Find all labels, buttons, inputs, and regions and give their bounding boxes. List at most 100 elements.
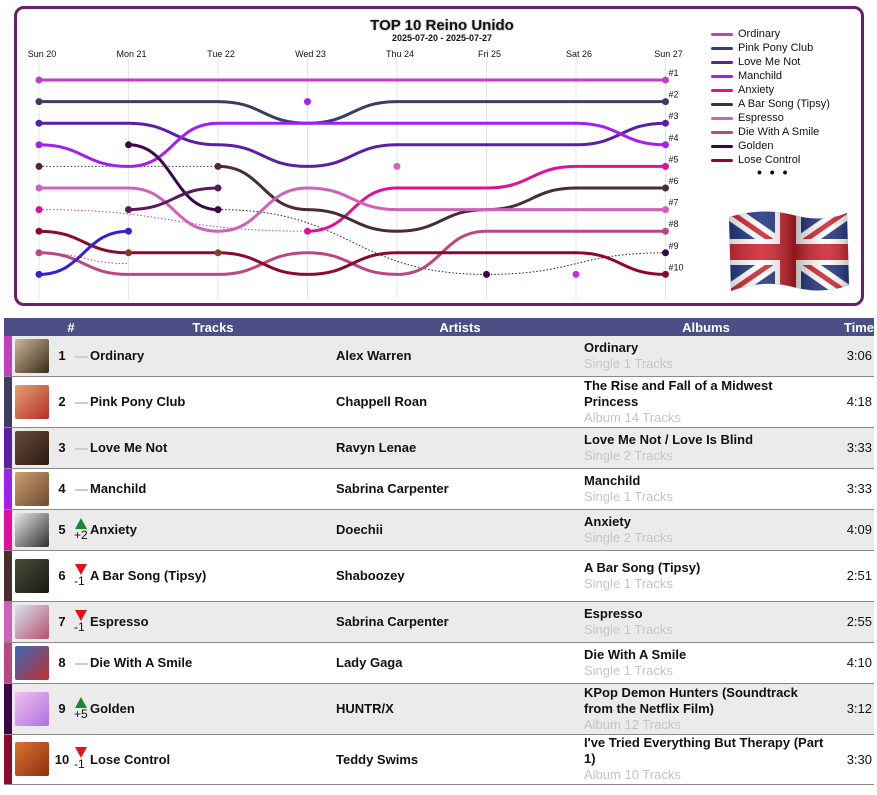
- artist-name[interactable]: Ravyn Lenae: [336, 427, 584, 469]
- rank-tick-label: #3: [669, 111, 679, 121]
- artist-name[interactable]: Sabrina Carpenter: [336, 601, 584, 643]
- album-name[interactable]: Love Me Not / Love Is Blind: [584, 431, 754, 447]
- track-name[interactable]: Anxiety: [90, 509, 336, 551]
- series-line: [127, 186, 220, 212]
- rank-position: 1: [52, 336, 72, 377]
- header-position[interactable]: #: [52, 318, 90, 336]
- series-endpoint: [35, 206, 43, 214]
- album-cover[interactable]: [15, 430, 49, 465]
- track-name[interactable]: Pink Pony Club: [90, 376, 336, 428]
- album-name[interactable]: Manchild: [584, 472, 641, 488]
- album-cover[interactable]: [15, 512, 49, 547]
- track-name[interactable]: A Bar Song (Tipsy): [90, 550, 336, 602]
- rank-change: -1: [74, 619, 85, 634]
- legend-item[interactable]: Love Me Not: [711, 55, 851, 69]
- artist-name[interactable]: Chappell Roan: [336, 376, 584, 428]
- album-name[interactable]: A Bar Song (Tipsy): [584, 559, 701, 575]
- album-cell: Die With A Smile Single 1 Tracks: [584, 642, 828, 684]
- legend-item[interactable]: Ordinary: [711, 27, 851, 41]
- table-row[interactable]: 1 Ordinary Alex Warren Ordinary Single 1 Tra…: [4, 336, 874, 377]
- legend-more[interactable]: • • •: [757, 164, 790, 180]
- album-cover[interactable]: [15, 604, 49, 639]
- album-cell: I've Tried Everything But Therapy (Part …: [584, 734, 828, 785]
- legend-item[interactable]: Golden: [711, 139, 851, 153]
- album-name[interactable]: Die With A Smile: [584, 646, 687, 662]
- album-name[interactable]: Anxiety: [584, 513, 631, 529]
- album-cover[interactable]: [15, 338, 49, 373]
- table-row[interactable]: 4 Manchild Sabrina Carpenter Manchild Single…: [4, 468, 874, 510]
- table-row[interactable]: 6 -1 A Bar Song (Tipsy) Shaboozey A Bar Song…: [4, 550, 874, 602]
- album-cover[interactable]: [15, 742, 49, 776]
- track-name[interactable]: Golden: [90, 683, 336, 735]
- legend-item[interactable]: Pink Pony Club: [711, 41, 851, 55]
- album-cover[interactable]: [15, 691, 49, 726]
- legend-item[interactable]: Anxiety: [711, 83, 851, 97]
- legend-item[interactable]: Manchild: [711, 69, 851, 83]
- no-change-icon: [74, 488, 88, 491]
- legend-swatch: [711, 102, 733, 106]
- album-name[interactable]: The Rise and Fall of a Midwest Princess: [584, 377, 773, 409]
- table-row[interactable]: 9 +5 Golden HUNTR/X KPop Demon Hunters (Soun…: [4, 683, 874, 735]
- rank-change: +2: [74, 527, 88, 542]
- album-name[interactable]: Ordinary: [584, 339, 639, 355]
- header-time[interactable]: Time: [828, 318, 874, 336]
- rank-tick-label: #7: [669, 198, 679, 208]
- table-row[interactable]: 7 -1 Espresso Sabrina Carpenter Espresso Sing…: [4, 601, 874, 643]
- isolated-point: [214, 249, 222, 257]
- track-name[interactable]: Manchild: [90, 468, 336, 510]
- chart-legend: Ordinary Pink Pony Club Love Me Not Manchil…: [711, 27, 851, 180]
- series-endpoint: [662, 141, 669, 149]
- legend-item[interactable]: A Bar Song (Tipsy): [711, 97, 851, 111]
- album-cover[interactable]: [15, 384, 49, 419]
- rank-movement: [72, 427, 90, 469]
- track-duration: 3:12: [828, 683, 874, 735]
- album-meta: Single 1 Tracks: [584, 662, 673, 678]
- album-cell: Ordinary Single 1 Tracks: [584, 336, 828, 377]
- table-row[interactable]: 2 Pink Pony Club Chappell Roan The Rise and…: [4, 376, 874, 428]
- album-cover[interactable]: [15, 645, 49, 680]
- table-row[interactable]: 10 -1 Lose Control Teddy Swims I've Tried Ev…: [4, 734, 874, 785]
- album-meta: Single 1 Tracks: [584, 355, 673, 371]
- legend-item[interactable]: Espresso: [711, 111, 851, 125]
- track-name[interactable]: Espresso: [90, 601, 336, 643]
- legend-label: Golden: [738, 140, 774, 152]
- header-tracks[interactable]: Tracks: [90, 318, 336, 336]
- no-change-icon: [74, 401, 88, 404]
- track-duration: 4:09: [828, 509, 874, 551]
- table-row[interactable]: 3 Love Me Not Ravyn Lenae Love Me Not / Lov…: [4, 427, 874, 469]
- row-color-bar: [4, 550, 12, 602]
- artist-name[interactable]: Shaboozey: [336, 550, 584, 602]
- rank-tick-label: #6: [669, 176, 679, 186]
- header-albums[interactable]: Albums: [584, 318, 828, 336]
- artist-name[interactable]: Alex Warren: [336, 336, 584, 377]
- album-cover[interactable]: [15, 471, 49, 506]
- album-meta: Single 1 Tracks: [584, 575, 673, 591]
- rank-position: 8: [52, 642, 72, 684]
- artist-name[interactable]: Doechii: [336, 509, 584, 551]
- artist-name[interactable]: Lady Gaga: [336, 642, 584, 684]
- table-row[interactable]: 5 +2 Anxiety Doechii Anxiety Single 2 Tracks 4…: [4, 509, 874, 551]
- series-endpoint: [35, 98, 43, 106]
- track-name[interactable]: Ordinary: [90, 336, 336, 377]
- artist-name[interactable]: Teddy Swims: [336, 734, 584, 785]
- artist-name[interactable]: Sabrina Carpenter: [336, 468, 584, 510]
- rank-position: 3: [52, 427, 72, 469]
- artist-name[interactable]: HUNTR/X: [336, 683, 584, 735]
- day-tick-label: Thu 24: [386, 49, 414, 59]
- album-name[interactable]: KPop Demon Hunters (Soundtrack from the …: [584, 684, 798, 716]
- rank-position: 10: [52, 734, 72, 785]
- series-endpoint: [214, 162, 222, 170]
- track-name[interactable]: Love Me Not: [90, 427, 336, 469]
- track-name[interactable]: Lose Control: [90, 734, 336, 785]
- header-artists[interactable]: Artists: [336, 318, 584, 336]
- album-cover[interactable]: [15, 558, 49, 593]
- track-name[interactable]: Die With A Smile: [90, 642, 336, 684]
- legend-item[interactable]: Die With A Smile: [711, 125, 851, 139]
- series-endpoint: [662, 206, 669, 214]
- row-color-bar: [4, 734, 12, 785]
- table-row[interactable]: 8 Die With A Smile Lady Gaga Die With A Smi…: [4, 642, 874, 684]
- album-name[interactable]: Espresso: [584, 605, 643, 621]
- legend-item[interactable]: Lose Control: [711, 153, 851, 167]
- album-name[interactable]: I've Tried Everything But Therapy (Part …: [584, 735, 824, 766]
- track-duration: 2:55: [828, 601, 874, 643]
